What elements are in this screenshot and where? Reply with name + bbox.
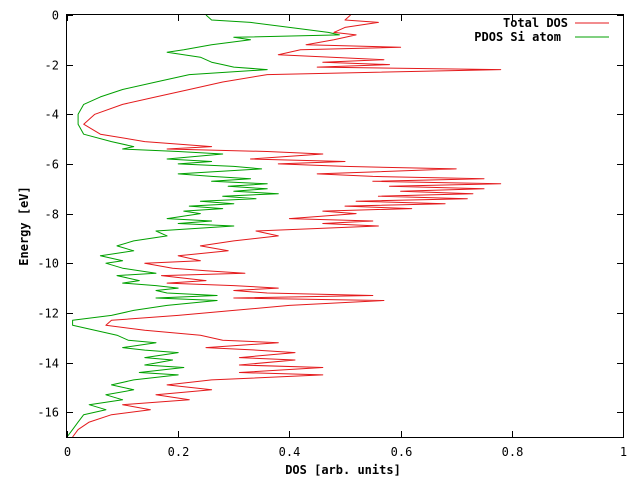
plot-frame <box>66 14 624 438</box>
series-line-pdos-si <box>66 14 340 438</box>
y-tick-label: -14 <box>37 357 59 371</box>
x-tick-label: 0.4 <box>279 445 301 459</box>
x-tick-label: 1 <box>620 445 627 459</box>
y-tick-label: -4 <box>45 108 59 122</box>
series-layer <box>66 14 502 438</box>
y-axis-label: Energy [eV] <box>17 186 31 265</box>
x-tick-label: 0 <box>64 445 71 459</box>
series-line-total-dos <box>72 14 502 438</box>
legend: Total DOS PDOS Si atom <box>474 16 609 44</box>
y-tick-label: -10 <box>37 257 59 271</box>
x-tick-label: 0.6 <box>391 445 413 459</box>
y-tick-label: 0 <box>52 9 59 23</box>
ticks-layer: 0 0.2 0.4 0.6 0.8 1 0 -2 -4 -6 -8 -10 -12 -14 -16 <box>37 9 627 460</box>
y-tick-label: -12 <box>37 307 59 321</box>
y-tick-label: -2 <box>45 59 59 73</box>
x-tick-label: 0.8 <box>502 445 524 459</box>
y-tick-label: -16 <box>37 406 59 420</box>
y-tick-label: -8 <box>45 208 59 222</box>
x-tick-label: 0.2 <box>168 445 190 459</box>
legend-label-total-dos: Total DOS <box>503 16 568 30</box>
y-tick-label: -6 <box>45 158 59 172</box>
legend-label-pdos-si: PDOS Si atom <box>474 30 561 44</box>
x-axis-label: DOS [arb. units] <box>285 463 401 477</box>
